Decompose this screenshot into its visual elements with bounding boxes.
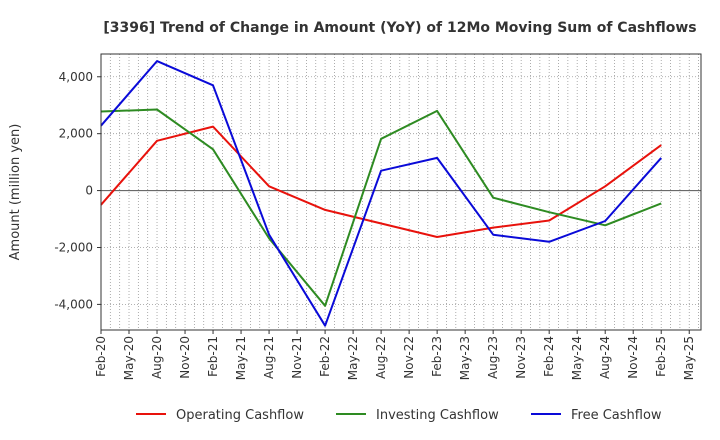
x-tick-label: Feb-24 xyxy=(542,336,556,377)
legend-label: Investing Cashflow xyxy=(376,408,499,423)
x-tick-label: May-23 xyxy=(458,336,472,380)
x-tick-label: Nov-24 xyxy=(626,336,640,379)
chart-title: [3396] Trend of Change in Amount (YoY) o… xyxy=(103,20,696,36)
x-tick-label: Aug-20 xyxy=(150,336,164,379)
series-layer xyxy=(100,60,662,327)
x-tick-label: Nov-23 xyxy=(514,336,528,379)
series-line-investing-cashflow xyxy=(100,108,662,307)
x-tick-label: May-20 xyxy=(122,336,136,380)
x-tick-label: May-22 xyxy=(346,336,360,380)
legend-label: Free Cashflow xyxy=(571,408,662,423)
x-tick-label: May-21 xyxy=(234,336,248,380)
y-tick-label: -4,000 xyxy=(54,297,93,311)
x-tick-label: Aug-24 xyxy=(598,336,612,379)
x-tick-label: Aug-22 xyxy=(374,336,388,379)
series-line-operating-cashflow xyxy=(100,125,662,238)
series-line-free-cashflow xyxy=(100,60,662,327)
y-tick-label: 4,000 xyxy=(59,70,93,84)
y-axis-label: Amount (million yen) xyxy=(8,124,23,261)
y-tick-label: 2,000 xyxy=(59,127,93,141)
x-tick-label: Nov-21 xyxy=(290,336,304,379)
x-tick-label: Feb-25 xyxy=(654,336,668,377)
x-tick-label: Feb-21 xyxy=(206,336,220,377)
x-tick-label: May-25 xyxy=(682,336,696,380)
grid-layer xyxy=(100,54,701,330)
x-tick-label: Feb-22 xyxy=(318,336,332,377)
plot-frame xyxy=(100,53,702,331)
legend-label: Operating Cashflow xyxy=(176,408,304,423)
x-tick-label: Feb-20 xyxy=(94,336,108,377)
x-tick-label: Aug-23 xyxy=(486,336,500,379)
y-axis-ticks: -4,000 -2,000 0 2,000 4,000 xyxy=(54,70,101,311)
y-tick-label: 0 xyxy=(85,184,93,198)
x-tick-label: Feb-23 xyxy=(430,336,444,377)
legend: Operating Cashflow Investing Cashflow Free… xyxy=(136,408,662,423)
y-tick-label: -2,000 xyxy=(54,240,93,254)
x-tick-label: Nov-22 xyxy=(402,336,416,379)
x-tick-label: Nov-20 xyxy=(178,336,192,379)
x-tick-label: May-24 xyxy=(570,336,584,380)
x-tick-label: Aug-21 xyxy=(262,336,276,379)
plot-area xyxy=(101,54,701,330)
x-axis-ticks: Feb-20 May-20 Aug-20 Nov-20 Feb-21 May-21 Aug-… xyxy=(94,330,696,380)
